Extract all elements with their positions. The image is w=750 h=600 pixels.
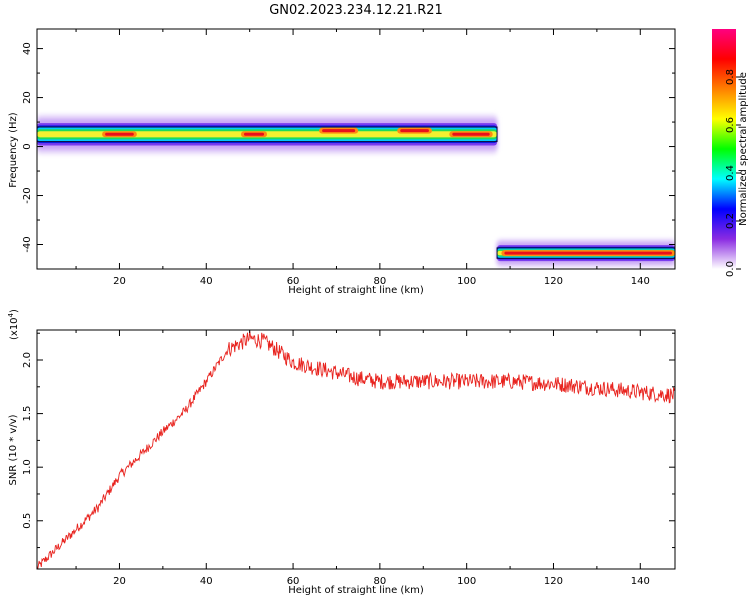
svg-text:(x104): (x104) xyxy=(7,309,20,340)
x-tick-label: 80 xyxy=(374,276,387,287)
y-tick-label: 20 xyxy=(22,91,33,104)
colorbar-tick-label: 0.6 xyxy=(725,117,736,133)
x-tick-label: 40 xyxy=(200,276,213,287)
snr-y-axis-label: SNR (10 * v/v) xyxy=(8,414,19,485)
heatmap-bands xyxy=(37,114,675,268)
heatmap-peak xyxy=(452,132,490,136)
y-tick-label: 2.0 xyxy=(22,352,33,368)
colorbar-tick-label: 0.8 xyxy=(725,69,736,85)
snr-panel: 20 40 60 80 100 120 140 0.5 1.0 1.5 2.0 Height of… xyxy=(7,309,676,596)
snr-multiplier-exponent: 4 xyxy=(7,312,15,317)
snr-multiplier-base: (x10 xyxy=(9,317,20,340)
y-tick-label: 1.0 xyxy=(22,459,33,475)
figure-title: GN02.2023.234.12.21.R21 xyxy=(269,3,443,18)
heatmap-peak xyxy=(105,132,134,136)
heatmap-y-axis-label: Frequency (Hz) xyxy=(8,112,19,188)
colorbar-ticks: 0.0 0.2 0.4 0.6 0.8 xyxy=(725,69,741,277)
snr-x-axis-label: Height of straight line (km) xyxy=(288,585,424,596)
colorbar-label: Normalized spectral amplitude xyxy=(738,72,749,226)
heatmap-peak xyxy=(504,251,672,255)
snr-y-ticks: 0.5 1.0 1.5 2.0 xyxy=(22,332,675,549)
x-tick-label: 40 xyxy=(200,576,213,587)
colorbar-scale xyxy=(712,29,736,269)
x-tick-label: 140 xyxy=(631,276,650,287)
y-tick-label: 0.5 xyxy=(22,513,33,529)
y-tick-label: -40 xyxy=(22,236,33,252)
heatmap-x-ticks: 20 40 60 80 100 120 140 xyxy=(75,29,650,287)
x-tick-label: 100 xyxy=(457,276,476,287)
x-tick-label: 20 xyxy=(113,276,126,287)
snr-frame xyxy=(36,329,676,570)
y-tick-label: 0 xyxy=(22,143,33,149)
x-tick-label: 120 xyxy=(544,276,563,287)
x-tick-label: 100 xyxy=(457,576,476,587)
heatmap-y-ticks: -40 -20 0 20 40 xyxy=(22,42,675,253)
heatmap-frame xyxy=(36,28,676,270)
x-tick-label: 120 xyxy=(544,576,563,587)
heatmap-x-axis-label: Height of straight line (km) xyxy=(288,285,424,296)
colorbar-tick-label: 0.4 xyxy=(725,165,736,181)
colorbar: 0.0 0.2 0.4 0.6 0.8 Normalized spectral ampl… xyxy=(712,29,749,277)
snr-multiplier: (x104) xyxy=(7,309,20,340)
snr-x-ticks: 20 40 60 80 100 120 140 xyxy=(75,330,650,587)
heatmap-panel: 20 40 60 80 100 120 140 -40 -20 0 20 40 Height of … xyxy=(8,28,676,296)
heatmap-peak xyxy=(243,132,265,136)
x-tick-label: 60 xyxy=(287,576,300,587)
heatmap-peak xyxy=(400,129,429,133)
heatmap-band-layer xyxy=(37,131,498,138)
snr-series-line xyxy=(37,330,675,569)
x-tick-label: 60 xyxy=(287,276,300,287)
x-tick-label: 20 xyxy=(113,576,126,587)
y-tick-label: 1.5 xyxy=(22,406,33,422)
y-tick-label: 40 xyxy=(22,42,33,55)
heatmap-band-outline xyxy=(37,126,498,143)
x-tick-label: 80 xyxy=(374,576,387,587)
x-tick-label: 140 xyxy=(631,576,650,587)
heatmap-peak xyxy=(322,129,356,133)
colorbar-tick-label: 0.0 xyxy=(725,261,736,277)
y-tick-label: -20 xyxy=(22,187,33,203)
colorbar-tick-label: 0.2 xyxy=(725,213,736,229)
